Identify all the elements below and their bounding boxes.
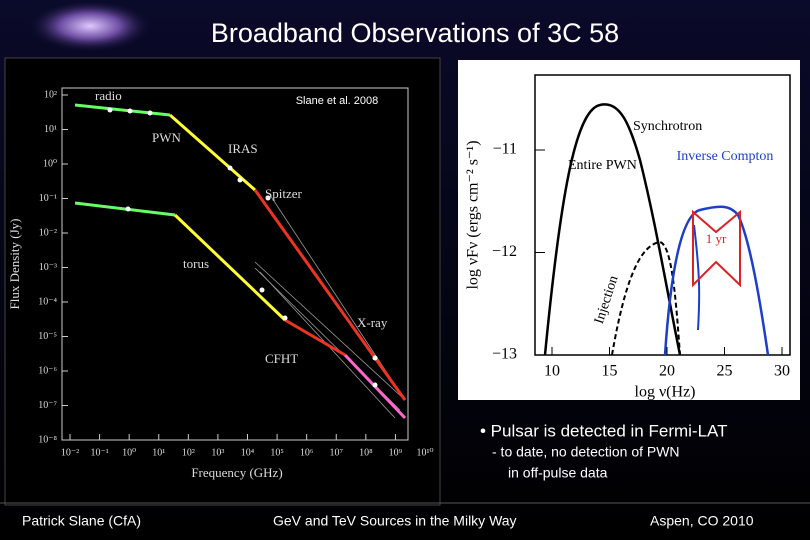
y-tick-label: −11	[493, 141, 517, 158]
curve-torus-xray	[284, 318, 346, 357]
y-axis-label: Flux Density (Jy)	[7, 219, 22, 310]
y-tick-label: 10⁻⁴	[38, 296, 57, 307]
nebula-image	[28, 0, 152, 52]
curve-radio	[74, 103, 171, 117]
bullets: • Pulsar is detected in Fermi-LAT - to d…	[480, 421, 728, 480]
y-tick-label: 10⁻⁷	[38, 400, 57, 411]
sub-bullet: - to date, no detection of PWN	[492, 444, 680, 460]
x-tick-label: 15	[602, 363, 618, 380]
x-axis-label: log ν(Hz)	[635, 384, 696, 401]
x-tick-label: 25	[717, 363, 733, 380]
y-tick-label: 10⁻³	[39, 262, 57, 273]
y-axis-label: log νFν (ergs cm⁻² s⁻¹)	[465, 140, 482, 289]
plot-frame	[61, 87, 409, 441]
sub-bullet: in off-pulse data	[508, 465, 608, 481]
x-tick-label: 10⁶	[300, 447, 314, 458]
plot-frame	[534, 74, 791, 356]
x-tick-label: 10⁻¹	[90, 447, 108, 458]
annotation: Spitzer	[265, 186, 302, 201]
citation: Slane et al. 2008	[296, 95, 379, 107]
y-tick-label: 10⁻²	[39, 227, 57, 238]
y-tick-label: 10²	[44, 89, 57, 100]
y-tick-label: 10⁰	[43, 158, 57, 169]
ic-curve-inner	[693, 224, 701, 331]
curve-xray	[253, 189, 407, 401]
annotation: radio	[95, 88, 122, 103]
x-tick-label: 20	[659, 363, 675, 380]
y-tick-label: 10⁻⁶	[38, 365, 57, 376]
left-plot: Slane et al. 2008 Flux Density (Jy) Freq…	[4, 57, 441, 506]
ic-curve	[663, 205, 770, 356]
x-tick-label: 10¹	[152, 447, 165, 458]
injection-curve	[611, 240, 681, 356]
y-tick-label: −12	[492, 243, 517, 260]
data-points	[107, 107, 378, 388]
y-tick-label: −13	[492, 346, 517, 363]
footer-text: GeV and TeV Sources in the Milky Way	[273, 513, 517, 529]
x-tick-label: 10²	[182, 447, 195, 458]
annotation: Synchrotron	[633, 119, 702, 134]
curve-torus-radio	[74, 201, 176, 217]
annotation: X-ray	[357, 315, 388, 330]
plot-background	[4, 57, 441, 506]
x-tick-label: 30	[774, 363, 790, 380]
x-tick-label: 10⁵	[270, 447, 284, 458]
curve-pwn	[169, 113, 256, 192]
annotation: CFHT	[265, 351, 298, 366]
annotation: torus	[183, 256, 209, 271]
bowtie	[692, 209, 741, 288]
footer-text: Aspen, CO 2010	[650, 513, 754, 529]
annotation: IRAS	[228, 141, 258, 156]
y-tick-label: 10⁻¹	[39, 193, 57, 204]
x-axis-label: Frequency (GHz)	[191, 465, 282, 480]
annotation: PWN	[152, 130, 182, 145]
x-tick-label: 10⁸	[359, 447, 373, 458]
right-plot: log νFν (ergs cm⁻² s⁻¹) log ν(Hz) Synchr…	[458, 60, 800, 401]
y-tick-label: 10¹	[44, 124, 57, 135]
x-tick-label: 10⁻²	[61, 447, 79, 458]
x-tick-label: 10⁰	[122, 447, 136, 458]
curve-torus	[173, 213, 287, 322]
x-tick-label: 10	[544, 363, 560, 380]
y-tick-label: 10⁻⁵	[38, 331, 57, 342]
annotation: Entire PWN	[568, 158, 637, 173]
footer-text: Patrick Slane (CfA)	[22, 513, 141, 529]
x-tick-label: 10⁷	[330, 447, 344, 458]
y-tick-label: 10⁻⁸	[38, 434, 57, 445]
x-tick-label: 10⁴	[241, 447, 255, 458]
synchrotron-curve	[543, 103, 682, 356]
x-tick-label: 10⁹	[389, 447, 403, 458]
bullet: • Pulsar is detected in Fermi-LAT	[480, 421, 728, 440]
annotation: Inverse Compton	[677, 149, 774, 164]
slide-title: Broadband Observations of 3C 58	[211, 18, 619, 48]
annotation: 1 yr	[706, 231, 727, 246]
x-tick-label: 10³	[211, 447, 224, 458]
x-tick-label: 10¹⁰	[416, 447, 433, 458]
